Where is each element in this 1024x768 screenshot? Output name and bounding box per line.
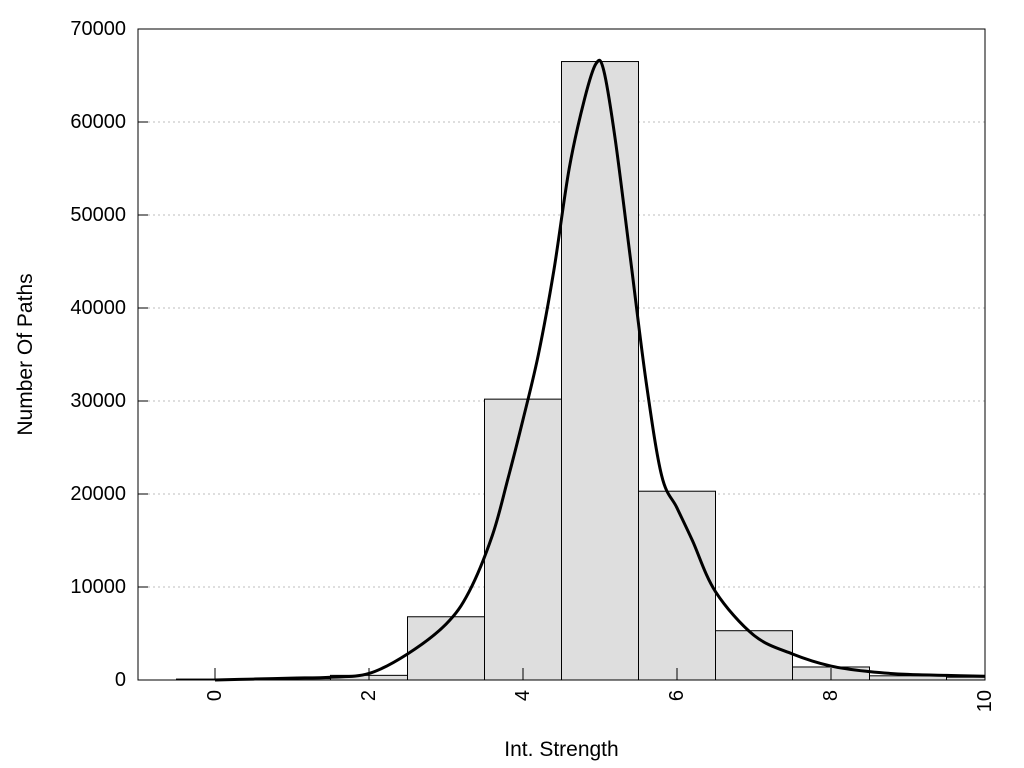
histogram-bar <box>484 398 562 681</box>
histogram-bar <box>638 490 716 681</box>
histogram-bar <box>715 630 793 681</box>
x-axis-title: Int. Strength <box>504 738 618 761</box>
y-tick-label: 70000 <box>70 18 126 40</box>
y-axis-ticks: 0 10000 20000 30000 40000 50000 60000 70000 <box>70 18 148 691</box>
y-tick-label: 0 <box>115 669 126 691</box>
x-tick-label: 0 <box>204 690 226 701</box>
y-tick-label: 10000 <box>70 576 126 598</box>
y-tick-label: 40000 <box>70 297 126 319</box>
y-tick-label: 60000 <box>70 111 126 133</box>
density-curve-group <box>214 58 986 682</box>
grid-lines <box>138 121 985 588</box>
y-tick-label: 20000 <box>70 483 126 505</box>
histogram-bars <box>176 61 986 681</box>
x-tick-label: 4 <box>512 690 534 701</box>
plot-frame <box>137 28 986 681</box>
x-tick-label: 8 <box>820 690 842 701</box>
y-tick-label: 30000 <box>70 390 126 412</box>
x-axis-ticks: 0 2 4 6 8 10 <box>204 668 996 712</box>
x-tick-label: 10 <box>974 690 996 712</box>
density-curve <box>214 58 986 682</box>
y-tick-label: 50000 <box>70 204 126 226</box>
x-tick-label: 6 <box>666 690 688 701</box>
y-axis-title: Number Of Paths <box>14 273 37 435</box>
x-tick-label: 2 <box>358 690 380 701</box>
